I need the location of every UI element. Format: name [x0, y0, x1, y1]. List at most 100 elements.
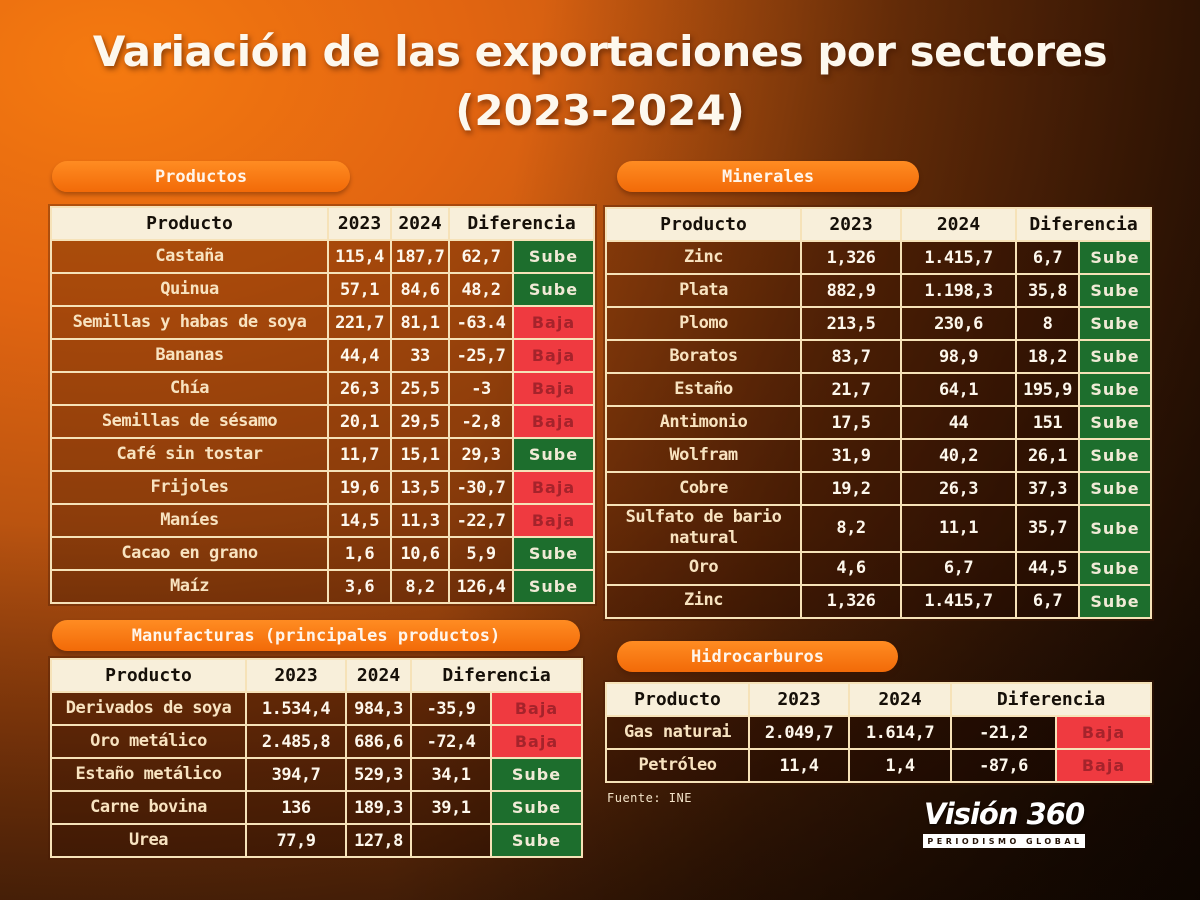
status-badge: Baja [512, 404, 595, 439]
product-cell: Chía [50, 371, 329, 406]
product-cell: Zinc [605, 583, 802, 619]
source-note: Fuente: INE [607, 791, 692, 805]
value-2023-cell: 19,2 [800, 471, 902, 506]
value-2023-cell: 14,5 [327, 503, 392, 538]
status-badge: Sube [490, 823, 583, 858]
status-badge: Sube [512, 239, 595, 274]
col-header-2024: 2024 [848, 682, 952, 717]
col-header-diferencia: Diferencia [448, 206, 595, 241]
status-badge: Sube [490, 790, 583, 825]
diff-cell: 29,3 [448, 437, 514, 472]
status-badge: Sube [1078, 504, 1152, 553]
section-pill-minerales: Minerales [617, 161, 919, 192]
status-badge: Baja [512, 305, 595, 340]
value-2024-cell: 84,6 [390, 272, 450, 307]
value-2023-cell: 2.485,8 [245, 724, 347, 759]
header-row: Producto 2023 2024 Diferencia [50, 206, 595, 241]
section-label-productos: Productos [154, 166, 248, 187]
diff-cell: 8 [1015, 306, 1080, 341]
diff-cell: 37,3 [1015, 471, 1080, 506]
value-2023-cell: 8,2 [800, 504, 902, 553]
value-2024-cell: 40,2 [900, 438, 1017, 473]
minerales-section: Producto 2023 2024 Diferencia Zinc 1,326 1.415… [605, 207, 1152, 619]
value-2023-cell: 1,326 [800, 583, 902, 619]
value-2024-cell: 26,3 [900, 471, 1017, 506]
product-cell: Estaño metálico [50, 757, 247, 792]
diff-cell: 48,2 [448, 272, 514, 307]
table-row: Boratos 83,7 98,9 18,2 Sube [605, 339, 1152, 374]
section-pill-productos: Productos [52, 161, 350, 192]
product-cell: Sulfato de bario natural [605, 504, 802, 553]
table-row: Castaña 115,4 187,7 62,7 Sube [50, 239, 595, 274]
status-badge: Sube [1078, 583, 1152, 619]
diff-cell: 35,8 [1015, 273, 1080, 308]
value-2024-cell: 529,3 [345, 757, 412, 792]
product-cell: Maníes [50, 503, 329, 538]
table-row: Plata 882,9 1.198,3 35,8 Sube [605, 273, 1152, 308]
status-badge: Sube [1078, 438, 1152, 473]
value-2023-cell: 1,6 [327, 536, 392, 571]
value-2024-cell: 33 [390, 338, 450, 373]
value-2024-cell: 1.614,7 [848, 715, 952, 750]
product-cell: Zinc [605, 240, 802, 275]
table-row: Estaño metálico 394,7 529,3 34,1 Sube [50, 757, 583, 792]
value-2024-cell: 127,8 [345, 823, 412, 858]
value-2024-cell: 11,3 [390, 503, 450, 538]
value-2024-cell: 98,9 [900, 339, 1017, 374]
diff-cell: 34,1 [410, 757, 492, 792]
table-row: Cacao en grano 1,6 10,6 5,9 Sube [50, 536, 595, 571]
value-2024-cell: 6,7 [900, 550, 1017, 586]
status-badge: Baja [490, 691, 583, 726]
product-cell: Quinua [50, 272, 329, 307]
value-2023-cell: 21,7 [800, 372, 902, 407]
table-row: Petróleo 11,4 1,4 -87,6 Baja [605, 748, 1152, 783]
value-2024-cell: 1.415,7 [900, 240, 1017, 275]
value-2024-cell: 230,6 [900, 306, 1017, 341]
diff-cell: -21,2 [950, 715, 1057, 750]
diff-cell: 35,7 [1015, 504, 1080, 553]
table-row: Gas naturai 2.049,7 1.614,7 -21,2 Baja [605, 715, 1152, 750]
status-badge: Baja [1055, 715, 1152, 750]
value-2023-cell: 221,7 [327, 305, 392, 340]
value-2024-cell: 189,3 [345, 790, 412, 825]
header-row: Producto 2023 2024 Diferencia [50, 658, 583, 693]
col-header-diferencia: Diferencia [1015, 207, 1152, 242]
logo-subtitle: PERIODISMO GLOBAL [923, 833, 1085, 848]
diff-cell: 44,5 [1015, 550, 1080, 586]
section-label-hidrocarburos: Hidrocarburos [690, 646, 825, 667]
status-badge: Baja [490, 724, 583, 759]
status-badge: Baja [1055, 748, 1152, 783]
table-row: Maíz 3,6 8,2 126,4 Sube [50, 569, 595, 604]
table-row: Chía 26,3 25,5 -3 Baja [50, 371, 595, 406]
value-2023-cell: 31,9 [800, 438, 902, 473]
status-badge: Sube [1078, 306, 1152, 341]
col-header-diferencia: Diferencia [950, 682, 1152, 717]
product-cell: Café sin tostar [50, 437, 329, 472]
value-2024-cell: 1.198,3 [900, 273, 1017, 308]
value-2023-cell: 882,9 [800, 273, 902, 308]
value-2023-cell: 44,4 [327, 338, 392, 373]
col-header-2023: 2023 [245, 658, 347, 693]
product-cell: Oro [605, 550, 802, 586]
diff-cell: -35,9 [410, 691, 492, 726]
value-2024-cell: 15,1 [390, 437, 450, 472]
value-2024-cell: 686,6 [345, 724, 412, 759]
diff-cell: -72,4 [410, 724, 492, 759]
col-header-2023: 2023 [800, 207, 902, 242]
table-row: Semillas de sésamo 20,1 29,5 -2,8 Baja [50, 404, 595, 439]
status-badge: Sube [1078, 471, 1152, 506]
title-line-2: (2023-2024) [455, 85, 745, 135]
value-2023-cell: 19,6 [327, 470, 392, 505]
table-row: Carne bovina 136 189,3 39,1 Sube [50, 790, 583, 825]
value-2023-cell: 57,1 [327, 272, 392, 307]
value-2023-cell: 3,6 [327, 569, 392, 604]
table-row: Oro metálico 2.485,8 686,6 -72,4 Baja [50, 724, 583, 759]
product-cell: Gas naturai [605, 715, 750, 750]
status-badge: Sube [1078, 550, 1152, 586]
section-label-minerales: Minerales [721, 166, 815, 187]
col-header-2024: 2024 [345, 658, 412, 693]
manufacturas-section: Producto 2023 2024 Diferencia Derivados de s… [50, 658, 583, 858]
table-row: Bananas 44,4 33 -25,7 Baja [50, 338, 595, 373]
table-row: Frijoles 19,6 13,5 -30,7 Baja [50, 470, 595, 505]
table-row: Café sin tostar 11,7 15,1 29,3 Sube [50, 437, 595, 472]
